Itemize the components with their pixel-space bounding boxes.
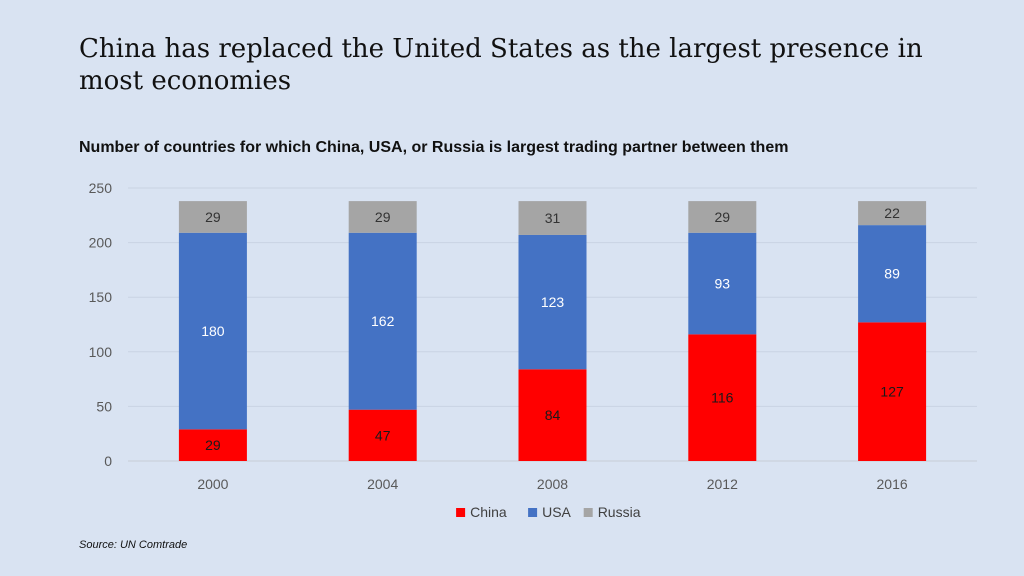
y-tick-label: 50 bbox=[96, 398, 112, 414]
y-tick-label: 150 bbox=[89, 289, 113, 305]
data-label-usa-2004: 162 bbox=[371, 313, 395, 329]
y-tick-label: 0 bbox=[104, 453, 112, 469]
bar-russia-2012 bbox=[688, 201, 757, 233]
bar-usa-2008 bbox=[518, 234, 587, 370]
data-label-russia-2012: 29 bbox=[715, 209, 731, 225]
y-tick-label: 100 bbox=[89, 344, 113, 360]
x-axis: 2000 2004 2008 2012 2016 bbox=[197, 476, 908, 492]
data-label-china-2004: 47 bbox=[375, 427, 391, 443]
y-tick-label: 200 bbox=[89, 235, 113, 251]
data-label-china-2016: 127 bbox=[880, 384, 904, 400]
data-label-russia-2008: 31 bbox=[545, 210, 561, 226]
data-label-china-2000: 29 bbox=[205, 437, 221, 453]
data-label-usa-2008: 123 bbox=[541, 294, 565, 310]
bar-russia-2016 bbox=[858, 201, 927, 226]
data-label-russia-2016: 22 bbox=[884, 205, 900, 221]
bar-russia-2004 bbox=[348, 201, 417, 233]
data-label-usa-2016: 89 bbox=[884, 266, 900, 282]
y-tick-label: 250 bbox=[89, 180, 113, 196]
x-tick-label: 2016 bbox=[877, 476, 908, 492]
legend-swatch-russia bbox=[583, 508, 593, 517]
x-tick-label: 2004 bbox=[367, 476, 398, 492]
legend-swatch-china bbox=[456, 508, 466, 517]
bar-usa-2000 bbox=[178, 232, 247, 430]
bar-china-2012 bbox=[688, 334, 757, 461]
legend-label-usa: USA bbox=[542, 504, 571, 520]
data-label-china-2008: 84 bbox=[545, 407, 561, 423]
bar-usa-2016 bbox=[858, 225, 927, 323]
y-axis: 0 50 100 150 200 250 bbox=[89, 180, 113, 469]
bar-russia-2008 bbox=[518, 201, 587, 235]
legend: China USA Russia bbox=[456, 504, 641, 520]
bar-china-2008 bbox=[518, 369, 587, 461]
bar-russia-2000 bbox=[178, 201, 247, 233]
legend-swatch-usa bbox=[528, 508, 538, 517]
chart-title: Number of countries for which China, USA… bbox=[79, 139, 789, 156]
x-tick-label: 2008 bbox=[537, 476, 568, 492]
data-label-china-2012: 116 bbox=[711, 390, 734, 406]
data-label-russia-2004: 29 bbox=[375, 209, 391, 225]
bar-usa-2012 bbox=[688, 232, 757, 335]
bar-china-2016 bbox=[858, 322, 927, 461]
legend-label-china: China bbox=[470, 504, 507, 520]
legend-label-russia: Russia bbox=[598, 504, 641, 520]
bars: 29 180 29 47 162 29 84 123 31 116 93 29 127 89 22 bbox=[178, 201, 927, 461]
data-label-russia-2000: 29 bbox=[205, 209, 221, 225]
data-label-usa-2012: 93 bbox=[715, 276, 731, 292]
page-title: China has replaced the United States as … bbox=[79, 34, 923, 96]
bar-china-2004 bbox=[348, 409, 417, 461]
bar-usa-2004 bbox=[348, 232, 417, 410]
source-note: Source: UN Comtrade bbox=[79, 539, 188, 551]
data-label-usa-2000: 180 bbox=[201, 323, 225, 339]
x-tick-label: 2000 bbox=[197, 476, 228, 492]
x-tick-label: 2012 bbox=[707, 476, 738, 492]
bar-china-2000 bbox=[178, 429, 247, 461]
